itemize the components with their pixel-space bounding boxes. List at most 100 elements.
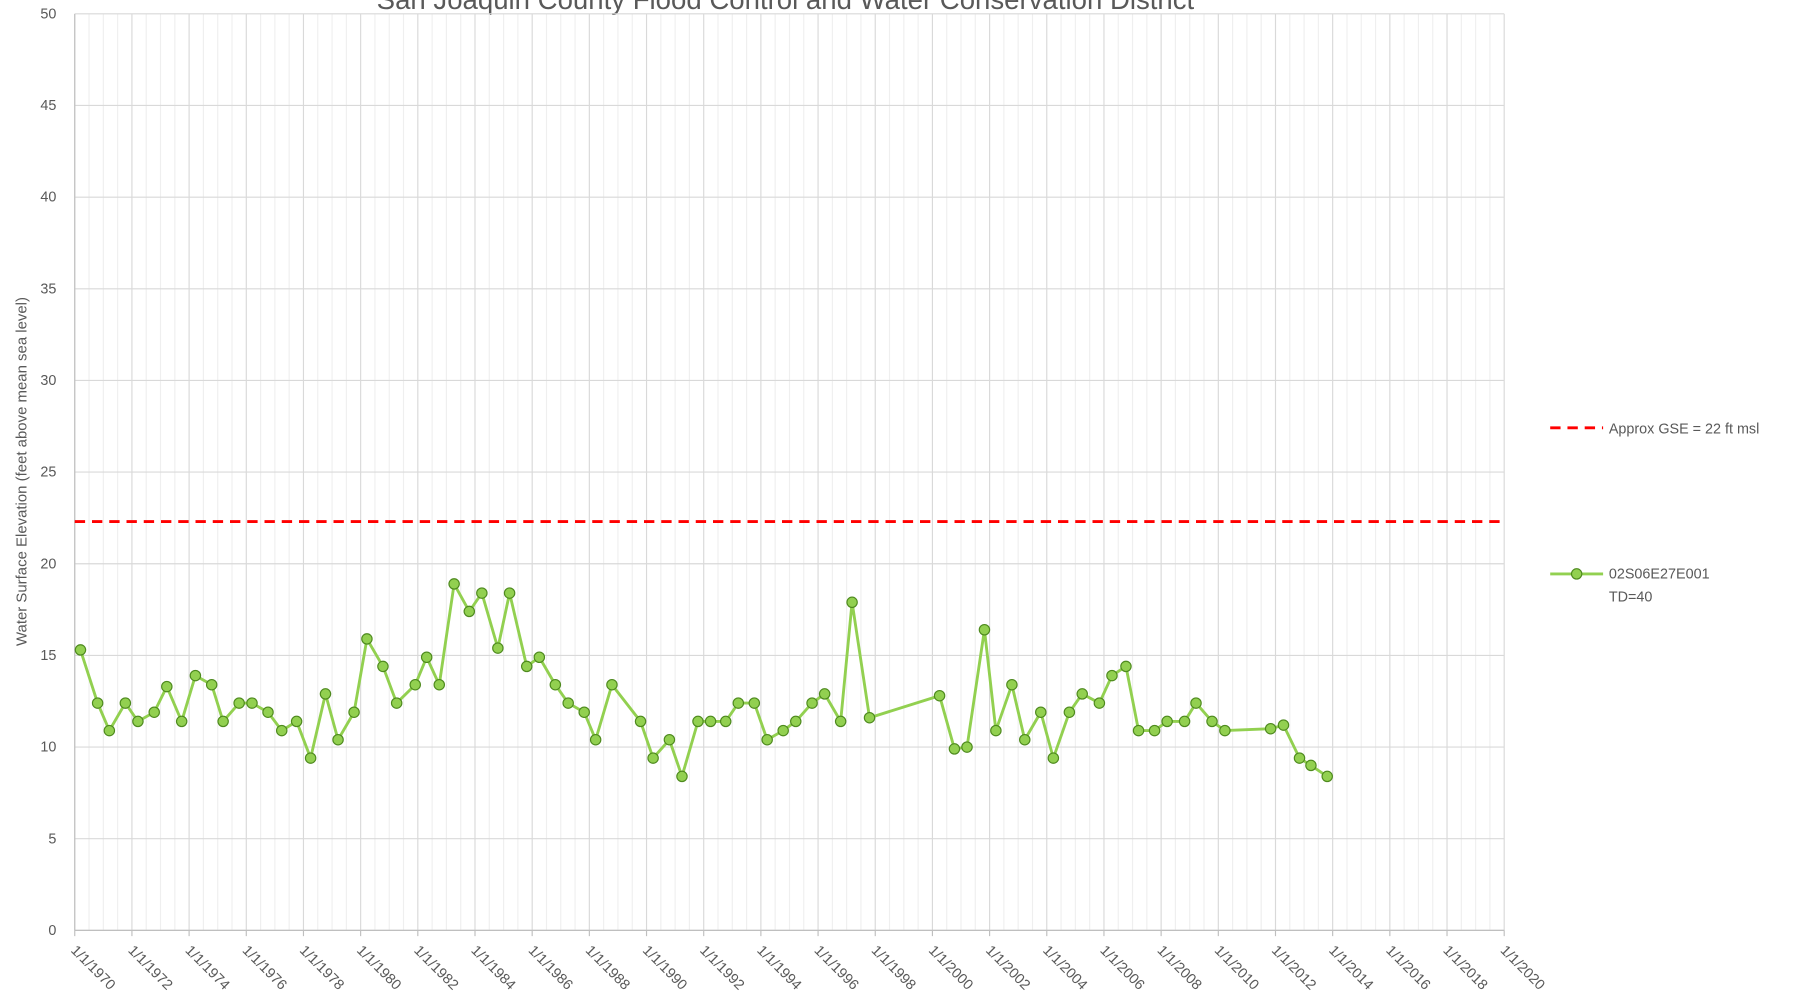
x-tick-label: 1/1/1984 [468, 943, 519, 994]
data-point [1106, 669, 1118, 682]
data-point [748, 697, 761, 709]
x-tick-label: 1/1/2008 [1154, 943, 1205, 994]
data-point [132, 715, 144, 728]
data-point [409, 678, 421, 691]
data-point [549, 678, 562, 691]
data-point [1047, 752, 1060, 764]
data-point [463, 605, 476, 618]
data-point [275, 724, 288, 737]
data-point [1132, 724, 1145, 737]
x-tick-label: 1/1/2020 [1497, 943, 1548, 994]
data-point [719, 715, 732, 728]
data-point [1219, 724, 1231, 737]
data-point [732, 697, 745, 709]
data-point [1321, 770, 1333, 783]
x-tick-label: 1/1/1980 [353, 943, 404, 994]
y-tick-label: 5 [48, 831, 56, 847]
data-point [503, 587, 516, 599]
data-point [332, 733, 344, 746]
x-tick-label: 1/1/1978 [296, 943, 347, 994]
data-point [377, 660, 389, 673]
data-point [1264, 722, 1277, 735]
data-point [990, 724, 1002, 737]
data-point [589, 733, 602, 746]
data-point [948, 743, 961, 755]
y-tick-label: 10 [40, 740, 56, 756]
data-point [704, 715, 717, 728]
data-point [290, 715, 303, 728]
x-tick-label: 1/1/1996 [811, 943, 862, 994]
data-point [448, 578, 460, 590]
data-point [390, 697, 403, 709]
data-point [74, 644, 87, 656]
x-tick-label: 1/1/1972 [124, 943, 175, 994]
data-point [1277, 719, 1290, 731]
data-point [420, 651, 433, 663]
y-tick-label: 15 [40, 648, 56, 664]
data-point [1305, 759, 1317, 772]
data-point [1190, 697, 1202, 709]
x-tick-label: 1/1/1998 [868, 943, 919, 994]
data-point [319, 688, 332, 700]
data-point [806, 697, 818, 709]
data-point [1293, 752, 1306, 764]
chart-title: San Joaquin County Flood Control and Wat… [377, 0, 1195, 15]
data-point [1093, 697, 1106, 709]
data-point [246, 697, 258, 709]
data-point [790, 715, 802, 728]
data-point [933, 689, 946, 702]
y-tick-label: 30 [40, 373, 56, 389]
legend-label: 02S06E27E001 TD=40 [1608, 565, 1710, 605]
data-point [818, 688, 831, 700]
y-tick-label: 0 [48, 923, 56, 939]
x-tick-label: 1/1/2012 [1268, 943, 1319, 994]
data-point [1148, 724, 1161, 737]
data-point [834, 715, 847, 728]
x-tick-label: 1/1/2000 [925, 943, 976, 994]
data-point [562, 697, 574, 709]
x-tick-label: 1/1/1986 [525, 943, 576, 994]
x-tick-label: 1/1/1982 [410, 943, 461, 994]
data-point [647, 752, 659, 764]
data-point [978, 624, 991, 636]
y-axis-label: Water Surface Elevation (feet above mean… [13, 297, 30, 646]
data-point [189, 669, 202, 682]
data-point [91, 697, 104, 709]
x-tick-label: 1/1/2006 [1097, 943, 1148, 994]
legend-label: Approx GSE = 22 ft msl [1609, 422, 1759, 438]
x-tick-label: 1/1/2014 [1325, 943, 1376, 994]
data-point [304, 752, 317, 764]
data-point [1035, 706, 1047, 718]
data-point [846, 596, 858, 609]
data-point [348, 706, 360, 718]
data-point [676, 770, 688, 783]
x-tick-label: 1/1/1988 [582, 943, 633, 994]
x-tick-label: 1/1/2016 [1382, 943, 1433, 994]
x-tick-label: 1/1/1970 [67, 943, 118, 994]
data-point [663, 733, 676, 746]
y-tick-label: 50 [40, 6, 56, 22]
data-point [175, 715, 188, 728]
x-tick-label: 1/1/1976 [239, 943, 290, 994]
x-tick-label: 1/1/2002 [982, 943, 1033, 994]
data-point [578, 706, 590, 718]
data-point [777, 724, 789, 737]
data-point [634, 715, 647, 728]
data-point [692, 715, 704, 728]
x-tick-label: 1/1/2018 [1440, 943, 1491, 994]
data-point [205, 678, 218, 691]
data-point [1206, 715, 1218, 728]
data-point [103, 724, 116, 737]
data-point [1019, 733, 1031, 746]
data-point [476, 587, 488, 599]
data-point [1178, 715, 1191, 728]
data-point [520, 660, 533, 673]
data-point [161, 680, 173, 693]
data-point [1076, 688, 1088, 700]
data-point [961, 741, 973, 753]
data-point [863, 711, 876, 724]
x-tick-label: 1/1/1974 [182, 943, 233, 994]
x-tick-label: 1/1/1994 [753, 943, 804, 994]
data-point [148, 706, 160, 718]
